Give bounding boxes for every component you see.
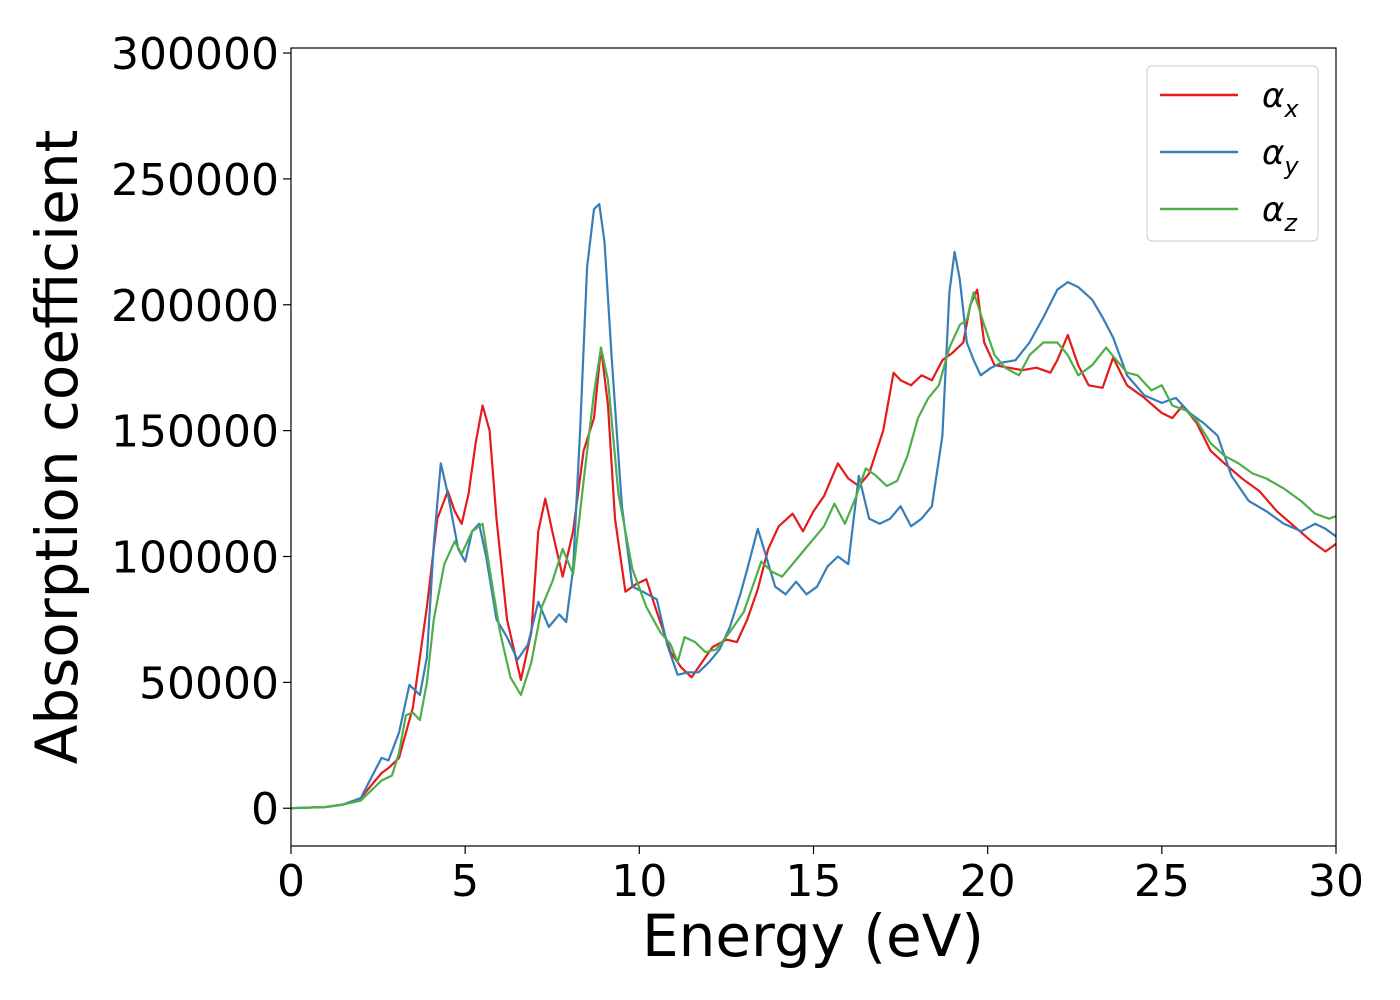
y-tick-label: 200000	[111, 281, 279, 332]
series-line	[291, 203, 1336, 810]
x-tick-label: 10	[611, 856, 667, 907]
legend-label: αx	[1262, 76, 1299, 123]
series-line	[291, 291, 1336, 810]
y-tick-label: 300000	[111, 29, 279, 80]
legend-label: αz	[1262, 190, 1298, 237]
x-axis-label: Energy (eV)	[642, 902, 984, 970]
y-tick-label: 100000	[111, 533, 279, 584]
legend-frame	[1146, 65, 1319, 242]
y-tick-label: 0	[251, 784, 279, 835]
x-tick-label: 15	[786, 856, 842, 907]
x-axis-ticks: 0 5 10 15 20 25 30	[277, 846, 1364, 907]
legend-label-base: α	[1262, 133, 1284, 173]
x-tick-label: 20	[960, 856, 1016, 907]
legend-label-subscript: z	[1283, 209, 1298, 237]
legend-label-subscript: y	[1283, 152, 1299, 180]
x-tick-label: 0	[277, 856, 305, 907]
x-tick-label: 25	[1134, 856, 1190, 907]
y-axis-label: Absorption coefficient	[23, 130, 91, 765]
x-tick-label: 5	[451, 856, 479, 907]
legend-label-subscript: x	[1283, 95, 1299, 123]
legend-label: αy	[1262, 133, 1299, 180]
y-axis-ticks: 0 50000 100000 150000 200000 250000 300000	[111, 29, 291, 835]
legend-label-base: α	[1262, 76, 1284, 116]
y-tick-label: 50000	[139, 658, 279, 709]
legend-label-base: α	[1262, 190, 1284, 230]
x-tick-label: 30	[1308, 856, 1364, 907]
series-layer	[291, 203, 1336, 810]
y-tick-label: 150000	[111, 407, 279, 458]
series-line	[291, 288, 1336, 810]
y-tick-label: 250000	[111, 155, 279, 206]
